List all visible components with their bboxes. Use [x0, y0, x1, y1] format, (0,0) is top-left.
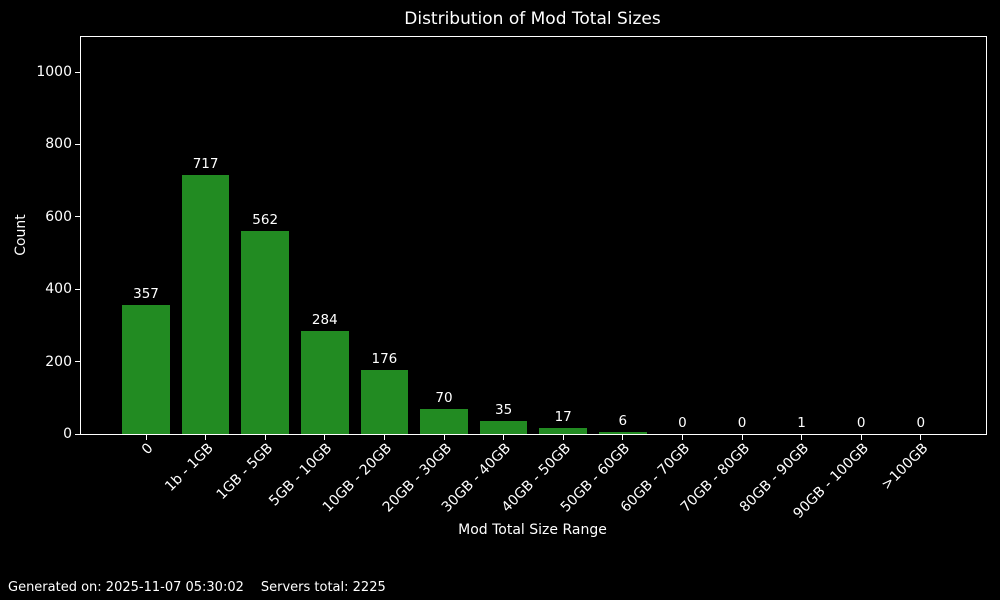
y-tick-label: 0 — [63, 426, 72, 442]
y-axis-label: Count — [13, 214, 29, 256]
bar-value-label: 0 — [916, 415, 926, 431]
y-tick-label: 600 — [45, 208, 72, 225]
bar — [479, 421, 528, 434]
generated-on-text: Generated on: 2025-11-07 05:30:02 — [8, 580, 244, 595]
x-tick-mark — [264, 435, 266, 440]
bar-value-label: 1 — [797, 415, 806, 431]
chart-title: Distribution of Mod Total Sizes — [404, 9, 661, 29]
bar-value-label: 0 — [737, 415, 747, 431]
bar — [420, 409, 468, 434]
y-tick-label: 800 — [45, 136, 72, 153]
x-tick-mark — [503, 435, 505, 440]
x-tick-mark — [920, 435, 922, 440]
bar — [181, 175, 230, 434]
y-tick-mark — [75, 143, 80, 145]
bar — [241, 231, 290, 434]
y-tick-label: 1000 — [36, 64, 72, 81]
bar-value-label: 562 — [252, 212, 279, 228]
x-tick-mark — [860, 435, 862, 440]
bar — [122, 305, 170, 434]
servers-total-text: Servers total: 2225 — [260, 580, 386, 595]
x-tick-mark — [801, 435, 803, 440]
bar-value-label: 70 — [435, 390, 453, 406]
bar — [300, 331, 349, 434]
bar-value-label: 35 — [495, 402, 513, 418]
y-tick-mark — [75, 71, 80, 73]
x-tick-label: >100GB — [878, 440, 932, 494]
x-tick-mark — [205, 435, 207, 440]
x-tick-mark — [324, 435, 326, 440]
bar-value-label: 284 — [311, 312, 338, 328]
bar-value-label: 357 — [133, 286, 159, 302]
x-tick-mark — [741, 435, 743, 440]
x-axis-label: Mod Total Size Range — [458, 522, 607, 538]
footer: Generated on: 2025-11-07 05:30:02 Servers… — [8, 580, 386, 595]
x-tick-mark — [443, 435, 445, 440]
x-tick-label: 1GB - 5GB — [213, 440, 276, 504]
bar-value-label: 17 — [554, 409, 572, 425]
bar-value-label: 0 — [856, 415, 866, 431]
bar — [360, 370, 409, 434]
y-tick-mark — [75, 216, 80, 218]
y-tick-mark — [75, 361, 80, 363]
x-tick-mark — [145, 435, 147, 440]
y-tick-label: 400 — [45, 281, 72, 298]
y-tick-mark — [75, 288, 80, 290]
x-tick-mark — [681, 435, 683, 440]
x-tick-mark — [562, 435, 564, 440]
bar — [539, 428, 588, 434]
bar-value-label: 176 — [371, 351, 398, 367]
plot-area: 0 200 400 600 800 1000 357 0 717 1b - 1GB 562 1GB -… — [36, 36, 987, 522]
bar — [598, 432, 647, 434]
bar-value-label: 0 — [678, 415, 687, 431]
y-tick-mark — [75, 433, 80, 435]
x-tick-label: 0 — [138, 440, 157, 458]
x-tick-mark — [622, 435, 624, 440]
x-tick-mark — [383, 435, 385, 440]
y-tick-label: 200 — [45, 353, 72, 370]
bar-value-label: 717 — [192, 156, 219, 172]
x-tick-label: 1b - 1GB — [161, 440, 217, 495]
bar-value-label: 6 — [618, 413, 628, 429]
